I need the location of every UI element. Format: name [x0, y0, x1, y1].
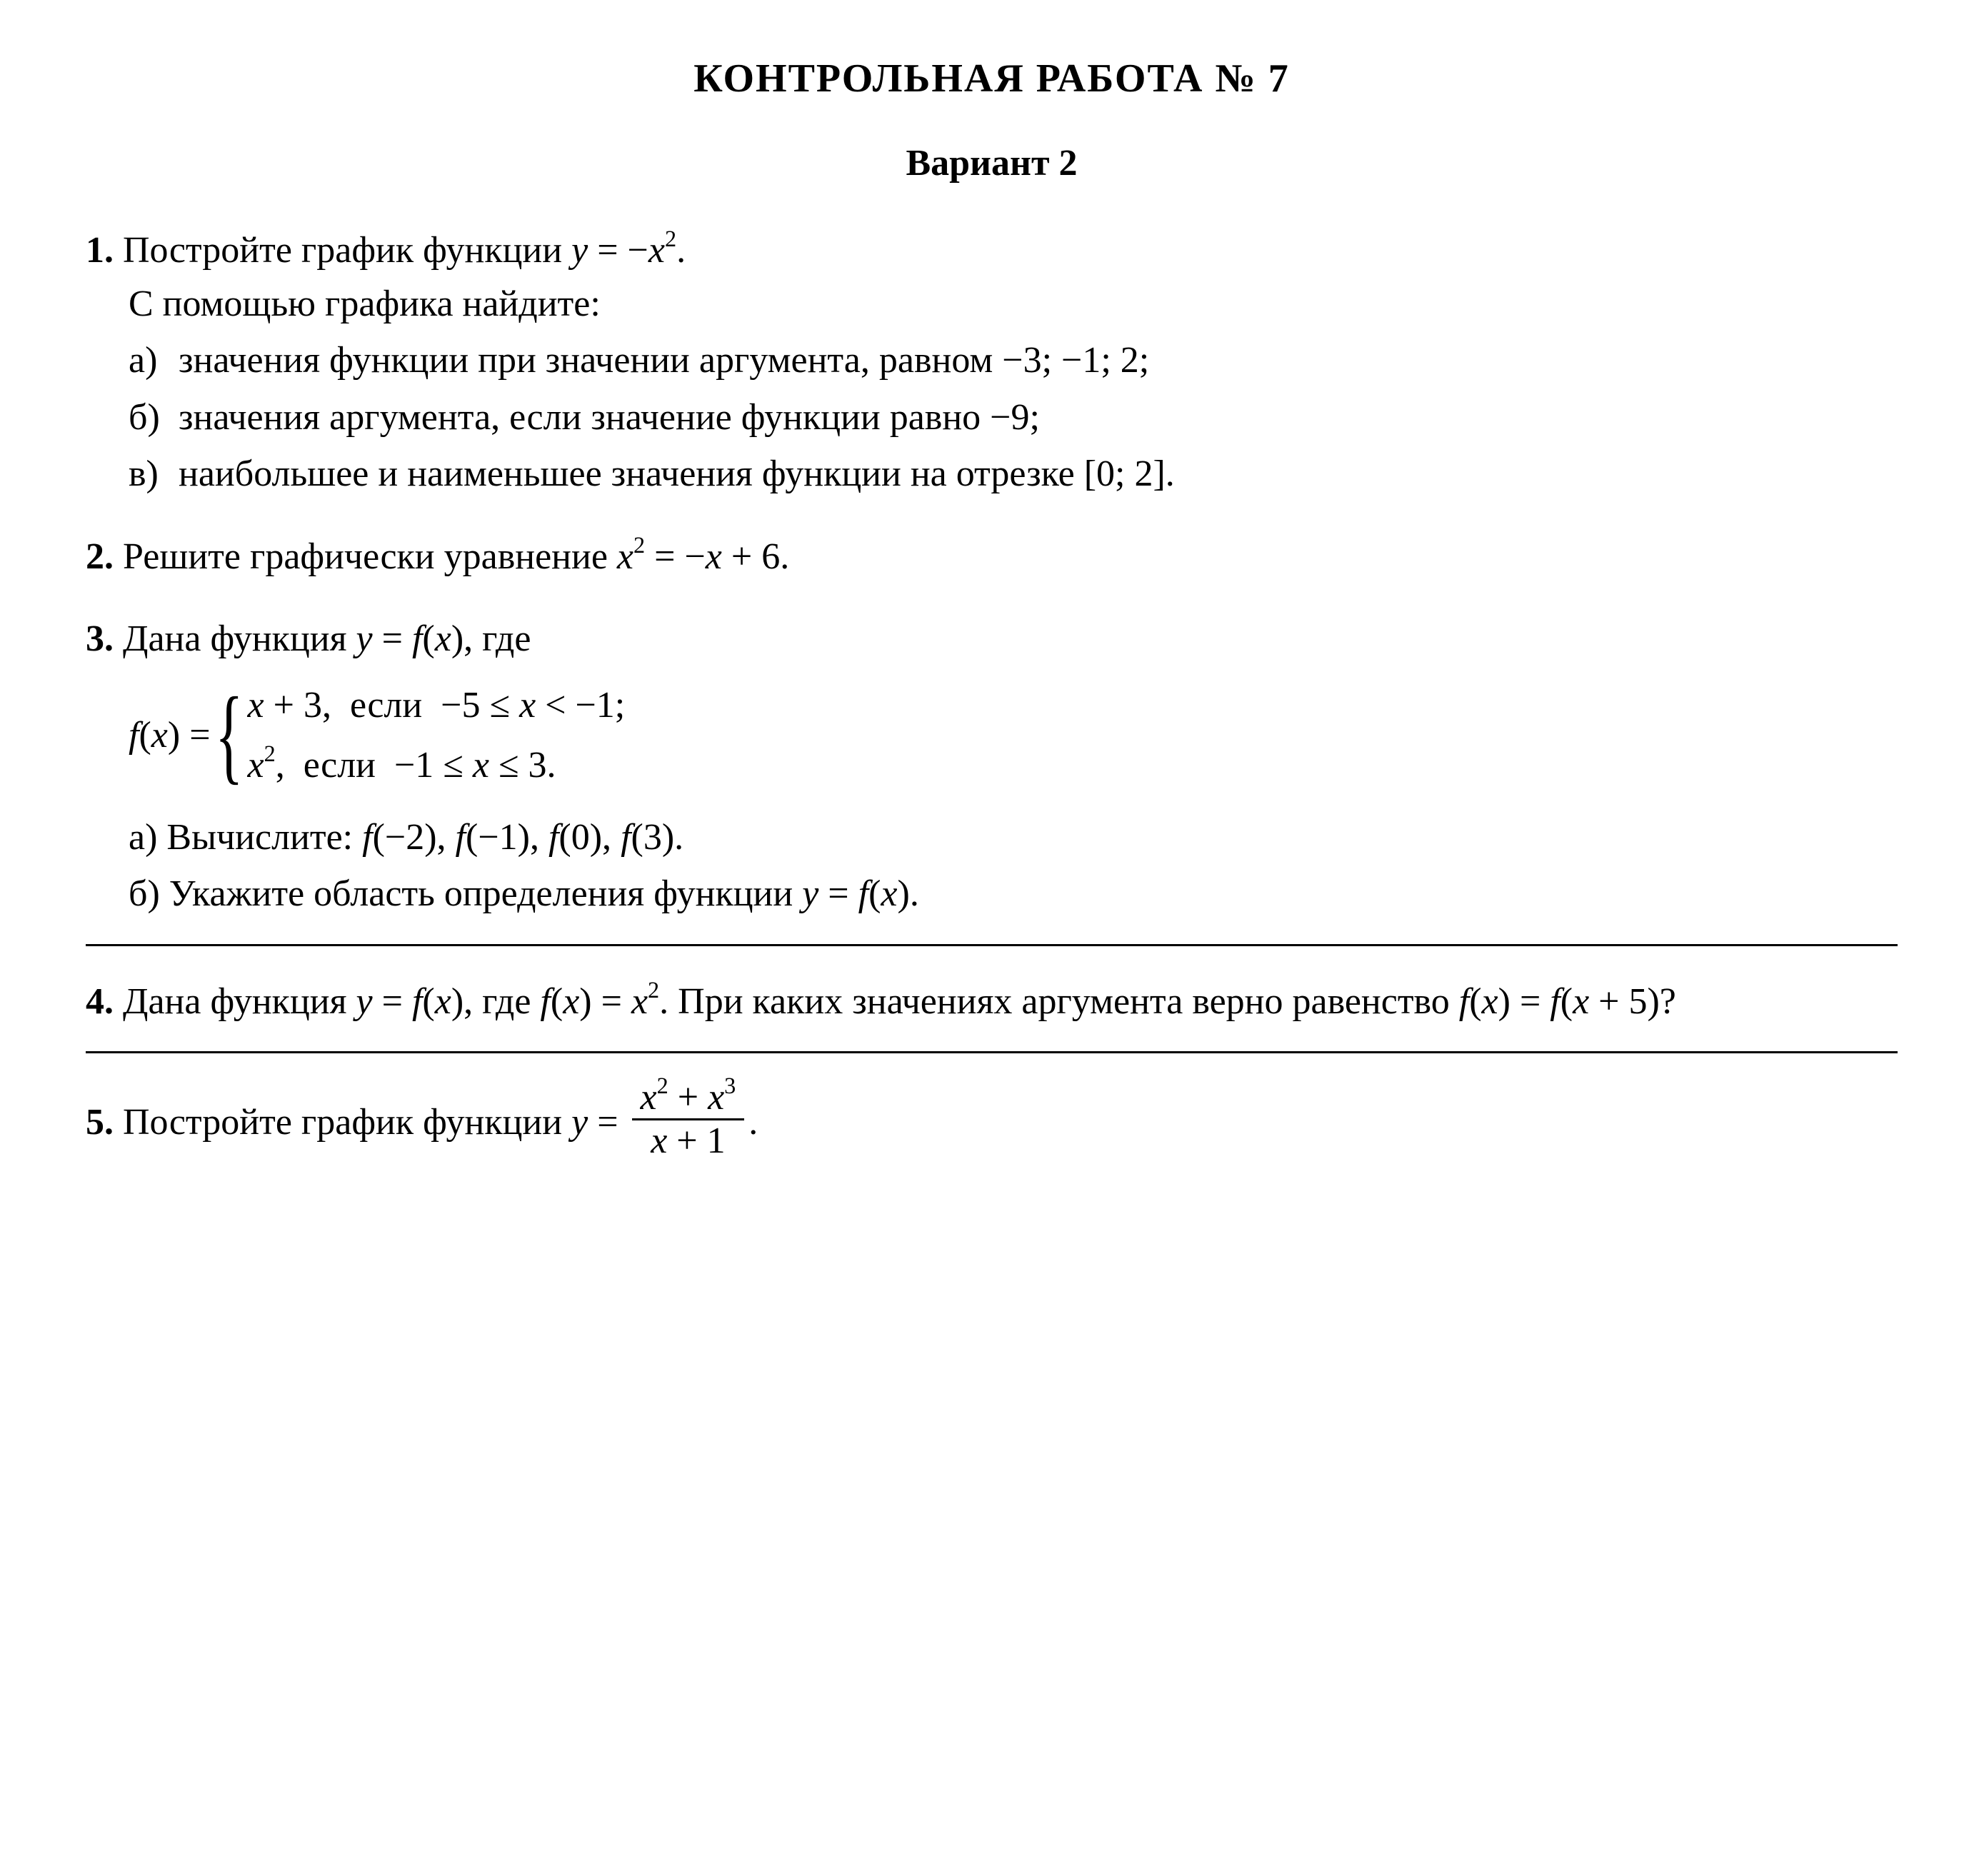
problem-2: 2. Решите графически уравнение x2 = −x +…	[86, 530, 1898, 583]
math-expr: x2 = −x + 6	[617, 536, 780, 577]
subitem-a: а) значения функции при значении аргумен…	[86, 333, 1898, 387]
subitem-letter: б)	[129, 873, 160, 914]
problem-number: 4.	[86, 981, 114, 1022]
subitem-letter: а)	[129, 333, 179, 387]
divider	[86, 1051, 1898, 1053]
subitem-v: в) наибольшее и наименьшее значения функ…	[86, 447, 1898, 501]
fraction: x2 + x3 x + 1	[632, 1079, 745, 1160]
piecewise-definition: f(x) = { x + 3, если −5 ≤ x < −1; x2, ес…	[129, 673, 1898, 798]
problem-number: 1.	[86, 230, 114, 271]
subitem-letter: б)	[129, 391, 179, 444]
problem-text: Дана функция y = f(x), где f(x) = x2. Пр…	[123, 981, 1676, 1022]
problem-text: Дана функция	[123, 618, 356, 659]
problem-text: Решите графически уравнение	[123, 536, 617, 577]
subitem-text: значения функции при значении аргумента,…	[179, 333, 1898, 387]
problem-5: 5. Постройте график функции y = x2 + x3 …	[86, 1082, 1898, 1163]
subitem-b: б) Укажите область определения функции y…	[86, 867, 1898, 921]
problem-number: 2.	[86, 536, 114, 577]
problem-subtext: С помощью графика найдите:	[86, 277, 1898, 331]
divider	[86, 944, 1898, 946]
problem-text: , где	[464, 618, 531, 659]
punct: .	[780, 536, 789, 577]
problem-number: 5.	[86, 1102, 114, 1143]
piecewise-case: x2, если −1 ≤ x ≤ 3.	[248, 738, 626, 792]
subitem-a: а) Вычислите: f(−2), f(−1), f(0), f(3).	[86, 811, 1898, 864]
subitem-letter: в)	[129, 447, 179, 501]
variant-label: Вариант 2	[86, 136, 1898, 190]
subitem-b: б) значения аргумента, если значение фун…	[86, 391, 1898, 444]
math-expr: y = −x2	[571, 230, 676, 271]
problem-4: 4. Дана функция y = f(x), где f(x) = x2.…	[86, 975, 1898, 1028]
page-title: КОНТРОЛЬНАЯ РАБОТА № 7	[86, 50, 1898, 108]
problem-1: 1. Постройте график функции y = −x2. С п…	[86, 224, 1898, 501]
problem-number: 3.	[86, 618, 114, 659]
math-expr: y = f(x)	[356, 618, 464, 659]
math-expr: f(x) =	[129, 708, 215, 762]
piecewise-case: x + 3, если −5 ≤ x < −1;	[248, 678, 626, 732]
brace-icon: {	[215, 690, 244, 781]
math-expr: y = x2 + x3 x + 1	[571, 1082, 748, 1163]
problem-text: Постройте график функции	[123, 1102, 571, 1143]
subitem-text: значения аргумента, если значение функци…	[179, 391, 1898, 444]
problem-text: Постройте график функции	[123, 230, 571, 271]
subitem-text: наибольшее и наименьшее значения функции…	[179, 447, 1898, 501]
punct: .	[676, 230, 686, 271]
problem-3: 3. Дана функция y = f(x), где f(x) = { x…	[86, 612, 1898, 921]
subitem-letter: а)	[129, 817, 157, 858]
punct: .	[748, 1102, 758, 1143]
